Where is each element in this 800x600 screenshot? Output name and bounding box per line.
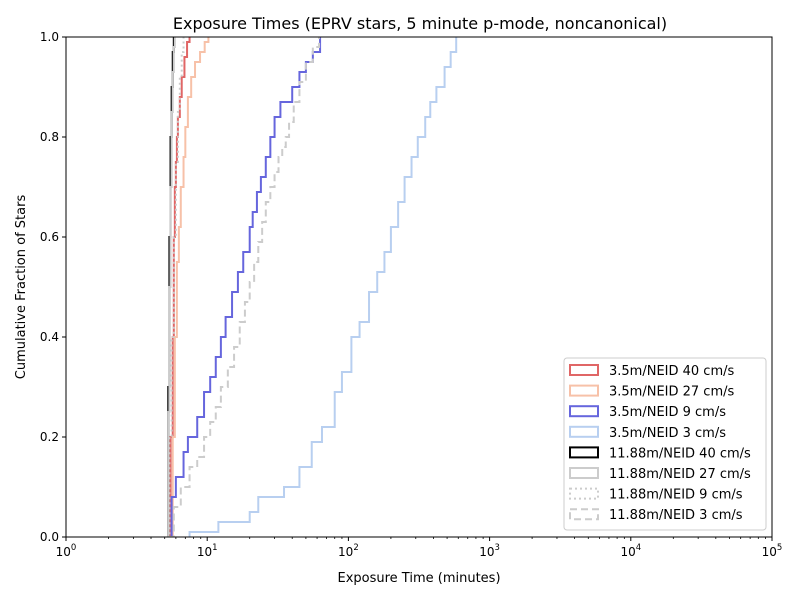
legend-label-3: 3.5m/NEID 9 cm/s: [609, 405, 726, 420]
legend-label-2: 3.5m/NEID 27 cm/s: [609, 385, 734, 400]
series-line-2: [169, 37, 210, 537]
legend-label-8: 11.88m/NEID 3 cm/s: [609, 508, 743, 523]
series-line-3: [167, 37, 322, 537]
y-tick-label: 0.6: [40, 230, 59, 244]
legend-label-1: 3.5m/NEID 40 cm/s: [609, 364, 734, 379]
legend-label-4: 3.5m/NEID 3 cm/s: [609, 426, 726, 441]
x-tick-label: 100: [56, 543, 77, 559]
legend-swatch-6: [569, 467, 599, 479]
y-tick-label: 0.2: [40, 430, 59, 444]
legend-swatch-7: [569, 487, 599, 500]
x-axis-label: Exposure Time (minutes): [337, 571, 500, 586]
y-tick-label: 1.0: [40, 30, 59, 44]
x-tick-label: 105: [762, 543, 783, 559]
y-tick-label: 0.8: [40, 130, 59, 144]
series-line-4: [188, 37, 458, 537]
legend-swatch-3: [569, 405, 599, 418]
series-layer: [167, 37, 458, 537]
legend-box: [563, 357, 767, 531]
y-tick-label: 0.0: [40, 530, 59, 544]
legend: 3.5m/NEID 40 cm/s 3.5m/NEID 27 cm/s 3.5m/N…: [563, 357, 767, 531]
legend-swatch-4: [569, 425, 599, 438]
chart-title: Exposure Times (EPRV stars, 5 minute p-m…: [173, 14, 667, 33]
legend-label-6: 11.88m/NEID 27 cm/s: [609, 467, 751, 482]
legend-swatch-5: [569, 446, 599, 459]
axes-layer: 100 101 102 103 104 105 0.0 0.2 0.4 0.6 0.8 1.0: [40, 30, 782, 559]
y-tick-label: 0.4: [40, 330, 59, 344]
y-axis-label: Cumulative Fraction of Stars: [14, 195, 29, 380]
legend-label-5: 11.88m/NEID 40 cm/s: [609, 446, 751, 461]
legend-label-7: 11.88m/NEID 9 cm/s: [609, 488, 743, 503]
legend-swatch-2: [569, 384, 599, 397]
x-tick-label: 101: [197, 543, 218, 559]
legend-swatch-8: [569, 508, 599, 521]
x-tick-label: 104: [620, 543, 641, 559]
series-line-8: [168, 37, 321, 537]
x-tick-label: 103: [479, 543, 500, 559]
legend-swatch-1: [569, 364, 599, 376]
x-tick-label: 102: [338, 543, 359, 559]
plot-frame: [65, 36, 773, 538]
series-line-6: [167, 37, 176, 537]
series-line-5: [167, 37, 175, 537]
